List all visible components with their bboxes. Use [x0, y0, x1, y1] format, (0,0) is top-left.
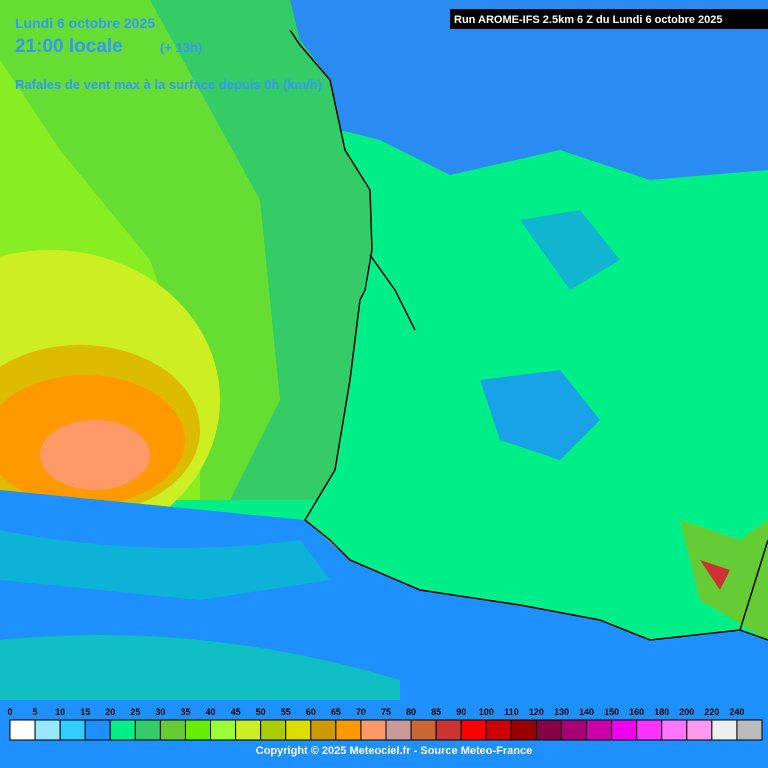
legend-label: 140 [579, 707, 594, 717]
legend-label: 110 [504, 707, 519, 717]
legend-label: 55 [281, 707, 291, 717]
copyright: Copyright © 2025 Meteociel.fr - Source M… [256, 745, 532, 757]
legend-label: 20 [105, 707, 115, 717]
legend-label: 0 [7, 707, 12, 717]
legend-swatch [586, 719, 613, 741]
legend: 0 5 10 15 20 25 30 35 40 45 50 55 60 65 70 75 80 85 90 100 1… [7, 707, 763, 741]
legend-label: 65 [331, 707, 341, 717]
legend-swatch [210, 719, 237, 741]
legend-swatch [686, 719, 713, 741]
legend-swatch [736, 719, 763, 741]
legend-swatch [485, 719, 512, 741]
legend-swatch [34, 719, 61, 741]
legend-swatch [109, 719, 136, 741]
offset: (+ 13h) [160, 40, 202, 55]
legend-swatch [661, 719, 688, 741]
legend-swatch [59, 719, 86, 741]
date: Lundi 6 octobre 2025 [15, 15, 155, 31]
legend-swatch [435, 719, 462, 741]
legend-swatch [9, 719, 36, 741]
legend-swatch [310, 719, 337, 741]
legend-label: 90 [456, 707, 466, 717]
legend-label: 180 [654, 707, 669, 717]
legend-label: 100 [479, 707, 494, 717]
legend-label: 200 [679, 707, 694, 717]
legend-swatch [260, 719, 287, 741]
legend-label: 220 [704, 707, 719, 717]
legend-label: 85 [431, 707, 441, 717]
legend-label: 25 [130, 707, 140, 717]
run-box [450, 9, 768, 29]
legend-swatch [84, 719, 111, 741]
legend-swatch [410, 719, 437, 741]
coastline [289, 29, 768, 641]
legend-swatch [636, 719, 663, 741]
legend-label: 35 [180, 707, 190, 717]
legend-label: 130 [554, 707, 569, 717]
subtitle: Rafales de vent max à la surface depuis … [15, 77, 322, 92]
run-info: Run AROME-IFS 2.5km 6 Z du Lundi 6 octob… [454, 14, 723, 26]
legend-swatch [711, 719, 738, 741]
legend-swatch [560, 719, 588, 741]
legend-label: 10 [55, 707, 65, 717]
legend-label: 5 [33, 707, 38, 717]
legend-label: 150 [604, 707, 619, 717]
legend-label: 15 [80, 707, 90, 717]
legend-swatch [510, 719, 537, 741]
legend-swatch [335, 719, 362, 741]
legend-swatch [460, 719, 487, 741]
legend-swatch [134, 719, 161, 741]
legend-label: 160 [629, 707, 644, 717]
legend-swatch [184, 719, 212, 741]
legend-label: 30 [155, 707, 165, 717]
time: 21:00 locale [15, 36, 123, 57]
legend-label: 45 [231, 707, 241, 717]
legend-label: 60 [306, 707, 316, 717]
legend-label: 40 [206, 707, 216, 717]
legend-swatch [611, 719, 638, 741]
legend-label: 240 [729, 707, 744, 717]
legend-swatch [235, 719, 262, 741]
legend-swatch [159, 719, 186, 741]
legend-swatch [360, 719, 387, 741]
legend-label: 70 [356, 707, 366, 717]
legend-swatch [385, 719, 412, 741]
legend-swatch [535, 719, 562, 741]
legend-swatch [285, 719, 312, 741]
legend-label: 50 [256, 707, 266, 717]
legend-label: 120 [529, 707, 544, 717]
legend-label: 75 [381, 707, 391, 717]
legend-label: 80 [406, 707, 416, 717]
